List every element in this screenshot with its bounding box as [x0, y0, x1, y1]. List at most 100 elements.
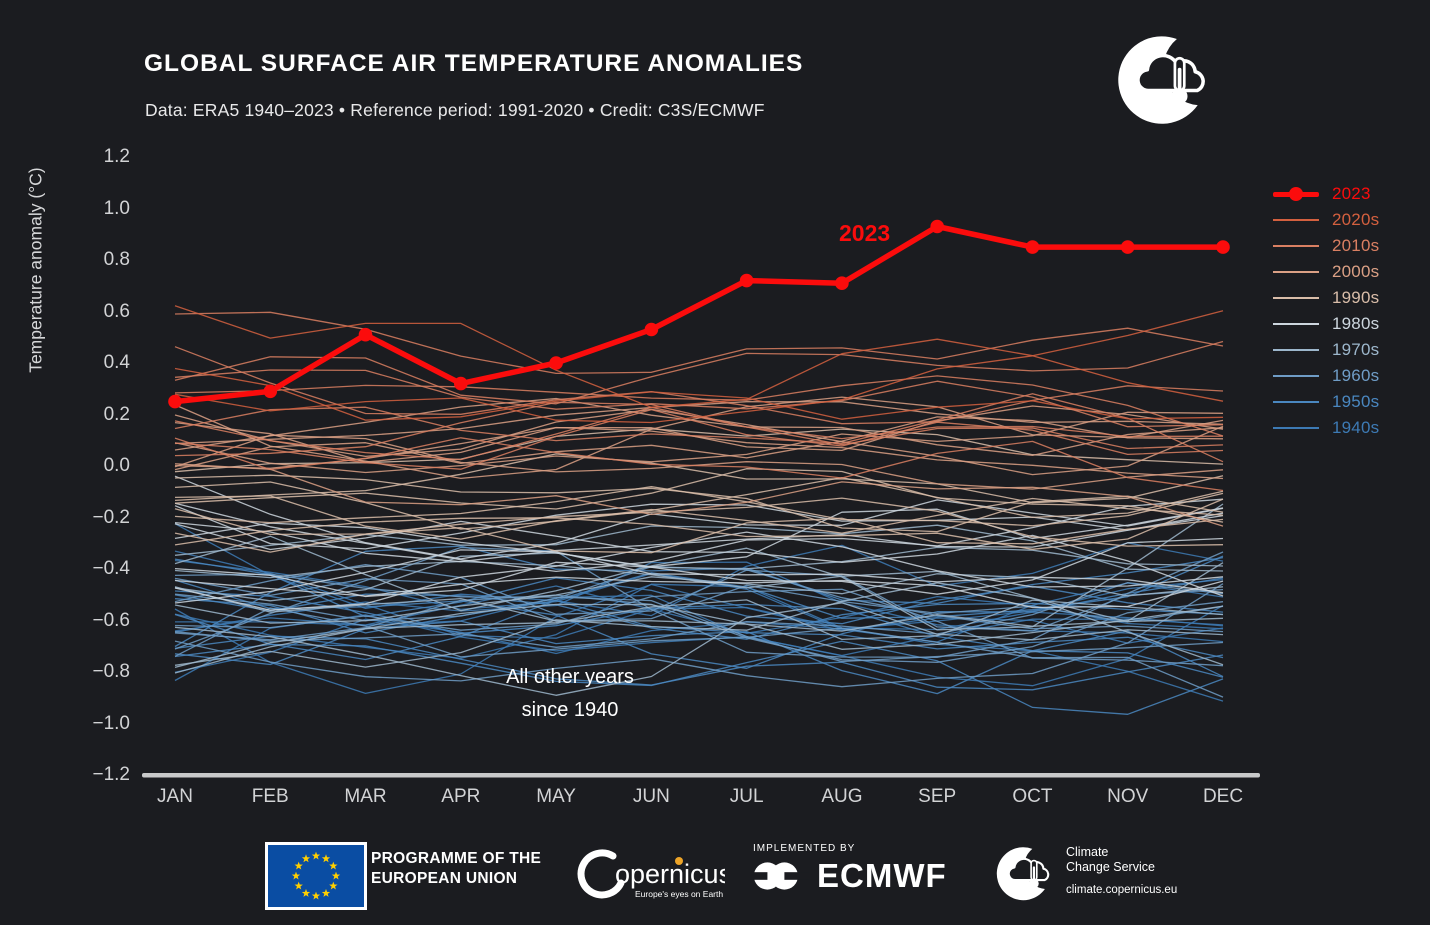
year-line-1947 [175, 594, 1224, 657]
year-line-1965 [174, 607, 1224, 698]
copernicus-name: opernicus [615, 859, 725, 889]
year-line-1967 [174, 577, 1224, 623]
series-2023-marker [1216, 240, 1230, 254]
legend-label: 2023 [1332, 184, 1371, 203]
y-tick-label: 1.0 [103, 197, 130, 219]
year-line-2019 [174, 340, 1224, 405]
copernicus-tagline: Europe's eyes on Earth [635, 889, 723, 899]
year-line-1980 [174, 520, 1224, 597]
legend-label: 1970s [1332, 340, 1380, 359]
year-line-2000 [174, 463, 1224, 527]
y-tick-label: −1.2 [92, 764, 130, 785]
eu-star-icon [321, 888, 331, 897]
y-tick-label: −1.0 [92, 712, 130, 734]
series-2023-label: 2023 [839, 220, 891, 246]
x-tick-label: MAR [344, 786, 387, 807]
y-tick-label: 0.2 [103, 403, 130, 425]
year-line-2005 [174, 397, 1224, 457]
legend-swatch [1273, 187, 1319, 201]
y-tick-label: 0.4 [103, 352, 130, 373]
chart-subtitle: Data: ERA5 1940–2023 • Reference period:… [145, 100, 765, 120]
copernicus-dot-icon [675, 857, 683, 865]
year-line-1978 [174, 560, 1224, 623]
c3s-url: climate.copernicus.eu [1066, 884, 1178, 896]
year-line-1953 [174, 545, 1224, 648]
legend-item-1990s: 1990s [1273, 285, 1379, 311]
year-line-1976 [174, 603, 1224, 669]
year-line-1989 [174, 507, 1224, 568]
year-line-2021 [174, 367, 1224, 421]
legend-label: 2020s [1332, 210, 1380, 229]
y-tick-label: 1.2 [103, 146, 130, 167]
legend-swatch [1273, 401, 1319, 403]
x-axis-line [142, 773, 1260, 778]
year-line-1995 [174, 476, 1224, 530]
x-tick-label: MAY [536, 786, 576, 807]
legend-swatch [1273, 375, 1319, 377]
year-line-1942 [174, 550, 1224, 702]
legend-swatch [1273, 349, 1319, 351]
eu-star-icon [294, 881, 303, 890]
legend-item-2023: 2023 [1273, 181, 1379, 207]
series-2023-marker [739, 273, 754, 288]
eu-star-icon [329, 861, 338, 870]
legend-item-2000s: 2000s [1273, 259, 1379, 285]
year-line-1983 [174, 514, 1224, 563]
legend: 2023 2020s 2010s 2000s 1990s 1980s 1970s 1960s 1… [1273, 181, 1379, 441]
x-tick-label: JUN [632, 786, 670, 807]
c3s-label-line2: Change Service [1066, 860, 1155, 874]
eu-programme-label: PROGRAMME OF THE EUROPEAN UNION [371, 849, 541, 889]
series-2023-marker [358, 327, 373, 342]
x-tick-label: SEP [918, 786, 957, 807]
x-tick-label: NOV [1107, 786, 1149, 807]
eu-star-icon [291, 871, 301, 880]
legend-label: 2000s [1332, 262, 1380, 281]
year-line-1972 [174, 562, 1224, 632]
series-2023-marker [1025, 240, 1040, 254]
x-tick-label: JUL [729, 786, 764, 807]
series-2023-marker [930, 219, 944, 234]
x-tick-label: JAN [157, 786, 193, 807]
year-line-1993 [174, 517, 1224, 554]
eu-star-icon [311, 891, 321, 900]
year-line-2017 [174, 346, 1224, 425]
eu-star-icon [301, 854, 311, 863]
legend-label: 1990s [1332, 288, 1380, 307]
eu-star-icon [301, 888, 311, 897]
year-line-1982 [174, 531, 1224, 611]
year-line-1998 [174, 428, 1224, 473]
implemented-by-label: IMPLEMENTED BY [753, 843, 856, 854]
legend-label: 1980s [1332, 314, 1380, 333]
y-tick-label: 0.6 [103, 300, 130, 322]
x-tick-label: AUG [821, 786, 863, 807]
eu-programme-line2: EUROPEAN UNION [371, 870, 518, 887]
legend-item-1970s: 1970s [1273, 337, 1379, 363]
y-tick-label: −0.6 [92, 609, 130, 631]
legend-item-2010s: 2010s [1273, 233, 1379, 259]
legend-item-1960s: 1960s [1273, 363, 1379, 389]
legend-swatch [1273, 297, 1319, 299]
legend-item-2020s: 2020s [1273, 207, 1379, 233]
year-line-1975 [174, 573, 1224, 624]
eu-star-icon [294, 861, 303, 870]
series-2023-marker [644, 322, 659, 337]
legend-label: 1950s [1332, 392, 1380, 411]
y-tick-label: −0.4 [92, 558, 130, 579]
series-2023-marker [454, 376, 468, 391]
eu-flag-logo [265, 842, 367, 910]
year-line-1990 [174, 468, 1224, 523]
year-line-2002 [174, 396, 1224, 480]
year-line-1992 [174, 498, 1224, 550]
year-line-1984 [174, 576, 1224, 609]
y-tick-label: 0.0 [103, 455, 130, 476]
y-tick-label: −0.8 [92, 661, 130, 682]
x-tick-label: OCT [1012, 786, 1053, 807]
year-line-2001 [174, 416, 1224, 471]
year-line-1991 [174, 497, 1224, 547]
series-2023-line [172, 223, 1226, 405]
year-line-1999 [174, 474, 1224, 533]
legend-item-1980s: 1980s [1273, 311, 1379, 337]
year-line-2022 [174, 355, 1224, 424]
year-line-1977 [174, 524, 1224, 572]
